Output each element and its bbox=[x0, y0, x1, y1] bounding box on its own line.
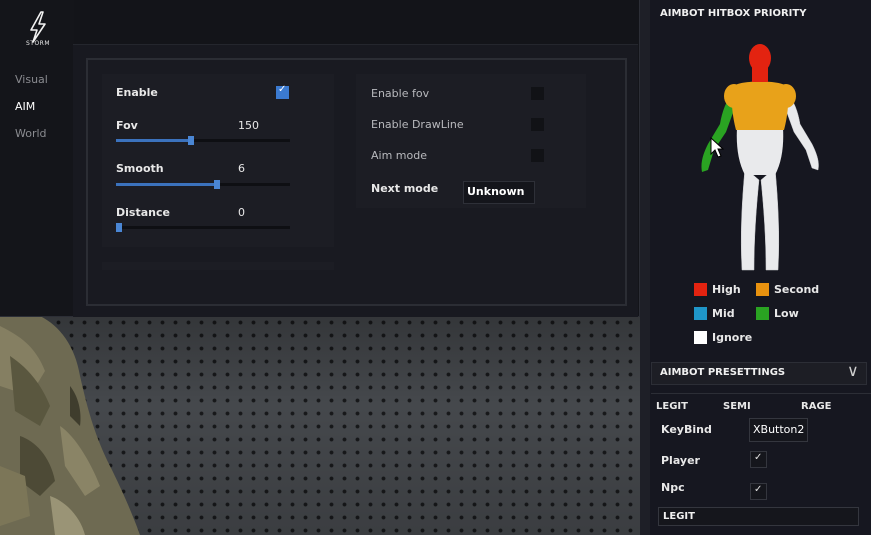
nav-item-world[interactable]: World bbox=[15, 127, 47, 140]
fov-value: 150 bbox=[238, 119, 259, 132]
player-label: Player bbox=[661, 454, 700, 467]
legend-swatch-low bbox=[756, 307, 769, 320]
tab-legit[interactable]: LEGIT bbox=[656, 401, 688, 412]
legend-swatch-mid bbox=[694, 307, 707, 320]
enable-drawline-label: Enable DrawLine bbox=[371, 118, 464, 131]
legend-swatch-ignore bbox=[694, 331, 707, 344]
fov-slider-thumb[interactable] bbox=[188, 136, 194, 145]
smooth-label: Smooth bbox=[116, 162, 164, 175]
tab-rage[interactable]: RAGE bbox=[801, 401, 832, 412]
next-mode-field[interactable]: Unknown bbox=[463, 181, 535, 204]
hitbox-priority-title: AIMBOT HITBOX PRIORITY bbox=[660, 8, 807, 19]
aim-mode-label: Aim mode bbox=[371, 149, 427, 162]
soldier-figure bbox=[0, 316, 140, 535]
chevron-down-icon[interactable]: ∨ bbox=[847, 361, 859, 380]
legend-swatch-high bbox=[694, 283, 707, 296]
smooth-value: 6 bbox=[238, 162, 245, 175]
smooth-slider-fill bbox=[116, 183, 217, 186]
aim-mode-checkbox[interactable] bbox=[531, 149, 544, 162]
fov-slider[interactable] bbox=[116, 136, 290, 145]
distance-slider-thumb[interactable] bbox=[116, 223, 122, 232]
legend-label-mid: Mid bbox=[712, 307, 735, 320]
enable-fov-label: Enable fov bbox=[371, 87, 430, 100]
mouse-cursor-icon bbox=[710, 137, 725, 158]
distance-label: Distance bbox=[116, 206, 170, 219]
lightning-bolt-icon bbox=[30, 11, 46, 43]
nav-item-visual[interactable]: Visual bbox=[15, 73, 48, 86]
panel-footer-strip bbox=[102, 262, 334, 270]
keybind-field[interactable]: XButton2 bbox=[749, 418, 808, 442]
tab-semi[interactable]: SEMI bbox=[723, 401, 751, 412]
legend-label-low: Low bbox=[774, 307, 799, 320]
nav-item-aim[interactable]: AIM bbox=[15, 100, 36, 113]
enable-checkbox[interactable] bbox=[276, 84, 289, 99]
presettings-title: AIMBOT PRESETTINGS bbox=[660, 367, 786, 378]
legend-label-high: High bbox=[712, 283, 741, 296]
smooth-slider-thumb[interactable] bbox=[214, 180, 220, 189]
presettings-divider bbox=[651, 393, 871, 394]
smooth-slider[interactable] bbox=[116, 180, 290, 189]
legend-label-second: Second bbox=[774, 283, 820, 296]
nav-sidebar bbox=[0, 0, 74, 316]
body-hitbox-figure bbox=[701, 44, 819, 271]
next-mode-label: Next mode bbox=[371, 182, 439, 195]
logo-text: STORM bbox=[25, 40, 51, 47]
legend-label-ignore: Ignore bbox=[712, 331, 753, 344]
enable-label: Enable bbox=[116, 86, 158, 99]
aim-settings-panel bbox=[102, 74, 334, 247]
npc-checkbox[interactable] bbox=[750, 483, 767, 500]
enable-fov-checkbox[interactable] bbox=[531, 87, 544, 100]
fov-slider-fill bbox=[116, 139, 191, 142]
legend-swatch-second bbox=[756, 283, 769, 296]
player-checkbox[interactable] bbox=[750, 451, 767, 468]
distance-value: 0 bbox=[238, 206, 245, 219]
fov-label: Fov bbox=[116, 119, 138, 132]
enable-drawline-checkbox[interactable] bbox=[531, 118, 544, 131]
presettings-header[interactable] bbox=[651, 362, 867, 385]
keybind-label: KeyBind bbox=[661, 423, 712, 436]
panel-divider bbox=[640, 0, 650, 535]
npc-label: Npc bbox=[661, 481, 685, 494]
distance-slider[interactable] bbox=[116, 223, 290, 232]
preset-name-input[interactable]: LEGIT bbox=[658, 507, 859, 526]
